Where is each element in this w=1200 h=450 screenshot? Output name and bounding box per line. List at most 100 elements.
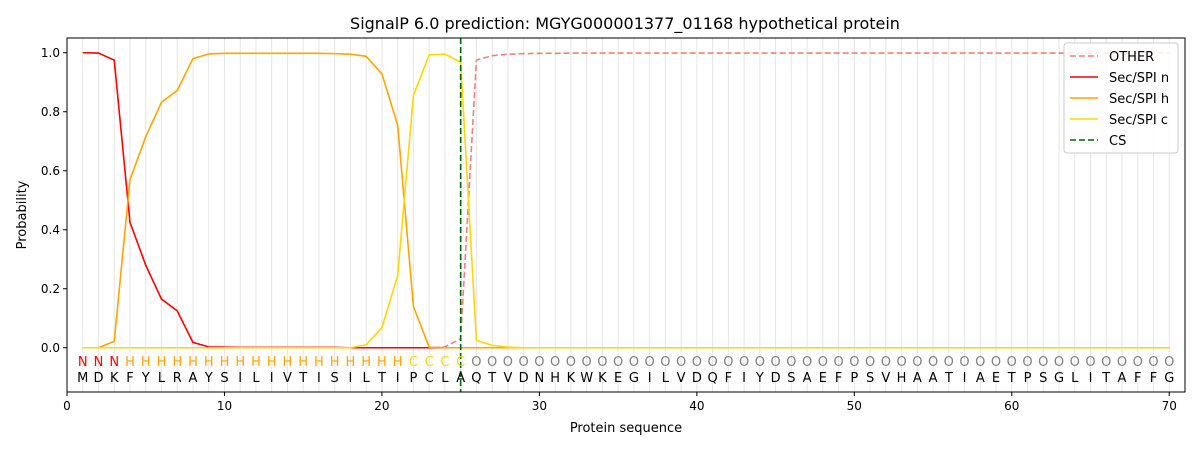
region-label: O <box>865 355 875 370</box>
series-line <box>82 52 1170 349</box>
amino-acid-label: S <box>331 371 339 386</box>
x-tick-label: 70 <box>1162 399 1177 413</box>
amino-acid-label: T <box>1101 371 1110 386</box>
y-tick-label: 1.0 <box>41 46 60 60</box>
amino-acid-label: I <box>648 371 652 386</box>
region-label: H <box>346 355 356 370</box>
amino-acid-label: Y <box>204 371 213 386</box>
amino-acid-label: T <box>377 371 386 386</box>
amino-acid-label: Q <box>707 371 717 386</box>
region-label: O <box>676 355 686 370</box>
region-label: C <box>440 355 449 370</box>
region-label: O <box>1148 355 1158 370</box>
amino-acid-label: I <box>270 371 274 386</box>
amino-acid-label: D <box>771 371 781 386</box>
region-label: N <box>94 355 104 370</box>
x-tick-label: 60 <box>1004 399 1019 413</box>
amino-acid-label: W <box>580 371 593 386</box>
region-label: O <box>1038 355 1048 370</box>
amino-acid-label: F <box>1150 371 1157 386</box>
series-line <box>82 53 1170 349</box>
amino-acid-label: I <box>742 371 746 386</box>
region-label: O <box>786 355 796 370</box>
y-tick-label: 0.4 <box>41 223 60 237</box>
region-label: O <box>1133 355 1143 370</box>
region-label: O <box>770 355 780 370</box>
region-label: H <box>204 355 214 370</box>
region-label: O <box>739 355 749 370</box>
amino-acid-label: Y <box>141 371 150 386</box>
amino-acid-label: G <box>629 371 639 386</box>
amino-acid-label: P <box>410 371 418 386</box>
amino-acid-label: P <box>1024 371 1032 386</box>
x-axis-label: Protein sequence <box>570 421 682 436</box>
region-label: H <box>141 355 151 370</box>
amino-acid-label: A <box>929 371 938 386</box>
amino-acid-label: R <box>173 371 182 386</box>
amino-acid-label: L <box>158 371 166 386</box>
y-axis-label: Probability <box>15 180 30 249</box>
region-label: C <box>456 355 465 370</box>
amino-acid-label: G <box>1164 371 1174 386</box>
region-label: N <box>109 355 119 370</box>
x-tick-label: 0 <box>63 399 71 413</box>
series-lines <box>82 38 1170 392</box>
residue-labels: NMNDNKHFHYHLHRHAHYHSHIHLHIHVHTHIHSHIHLHT… <box>77 355 1174 386</box>
region-label: O <box>660 355 670 370</box>
region-label: O <box>959 355 969 370</box>
region-label: O <box>550 355 560 370</box>
amino-acid-label: L <box>441 371 449 386</box>
legend-entry: Sec/SPI c <box>1109 113 1168 128</box>
x-tick-label: 10 <box>217 399 232 413</box>
legend-entry: CS <box>1109 134 1126 149</box>
region-label: O <box>881 355 891 370</box>
amino-acid-label: D <box>692 371 702 386</box>
region-label: O <box>1101 355 1111 370</box>
region-label: O <box>818 355 828 370</box>
region-label: H <box>298 355 308 370</box>
region-label: O <box>723 355 733 370</box>
plot-frame <box>66 37 1186 393</box>
region-label: H <box>188 355 198 370</box>
region-label: O <box>1117 355 1127 370</box>
y-tick-label: 0.8 <box>41 105 60 119</box>
x-axis-ticks: 0 10 20 30 40 50 60 70 <box>63 392 1177 413</box>
region-label: O <box>519 355 529 370</box>
amino-acid-label: P <box>850 371 858 386</box>
region-label: O <box>1070 355 1080 370</box>
amino-acid-label: A <box>803 371 812 386</box>
region-label: H <box>393 355 403 370</box>
grid-lines <box>82 38 1170 392</box>
amino-acid-label: I <box>1089 371 1093 386</box>
region-label: H <box>283 355 293 370</box>
amino-acid-label: V <box>881 371 890 386</box>
series-line <box>82 52 1170 349</box>
amino-acid-label: I <box>963 371 967 386</box>
amino-acid-label: F <box>126 371 133 386</box>
amino-acid-label: F <box>725 371 732 386</box>
amino-acid-label: A <box>1118 371 1127 386</box>
amino-acid-label: T <box>487 371 496 386</box>
amino-acid-label: T <box>1007 371 1016 386</box>
region-label: H <box>235 355 245 370</box>
chart-title: SignalP 6.0 prediction: MGYG000001377_01… <box>350 14 900 34</box>
region-label: O <box>1085 355 1095 370</box>
region-label: O <box>582 355 592 370</box>
amino-acid-label: N <box>535 371 545 386</box>
amino-acid-label: Q <box>471 371 481 386</box>
region-label: O <box>487 355 497 370</box>
amino-acid-label: D <box>93 371 103 386</box>
region-label: O <box>1054 355 1064 370</box>
region-label: C <box>409 355 418 370</box>
amino-acid-label: V <box>677 371 686 386</box>
y-tick-label: 0.6 <box>41 164 60 178</box>
amino-acid-label: T <box>944 371 953 386</box>
x-tick-label: 20 <box>374 399 389 413</box>
amino-acid-label: G <box>1054 371 1064 386</box>
x-tick-label: 30 <box>532 399 547 413</box>
legend-entry: Sec/SPI h <box>1109 92 1169 107</box>
amino-acid-label: Y <box>755 371 764 386</box>
amino-acid-label: A <box>189 371 198 386</box>
amino-acid-label: L <box>662 371 670 386</box>
amino-acid-label: I <box>238 371 242 386</box>
